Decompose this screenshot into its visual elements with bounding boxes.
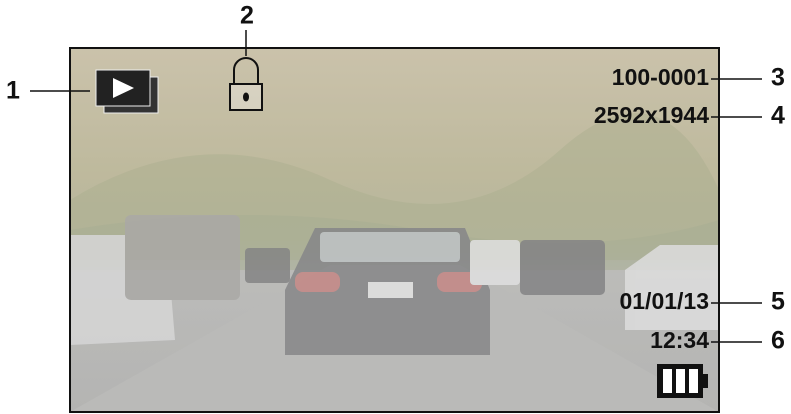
callout-number: 1: [6, 77, 20, 105]
time: 12:34: [650, 327, 709, 353]
callout-number: 3: [771, 64, 785, 92]
file-number: 100-0001: [612, 64, 709, 90]
screen: 100-0001 2592x1944 01/01/13 12:34: [70, 48, 719, 412]
callout-number: 5: [771, 288, 785, 316]
resolution: 2592x1944: [594, 102, 709, 128]
playback-icon: [96, 70, 158, 113]
diagram: 100-0001 2592x1944 01/01/13 12:34 1 2 3 …: [0, 0, 791, 414]
date: 01/01/13: [619, 288, 709, 314]
callout-number: 6: [771, 327, 785, 355]
callout-number: 4: [771, 102, 785, 130]
battery-icon: [657, 364, 708, 398]
callout-number: 2: [240, 2, 254, 30]
